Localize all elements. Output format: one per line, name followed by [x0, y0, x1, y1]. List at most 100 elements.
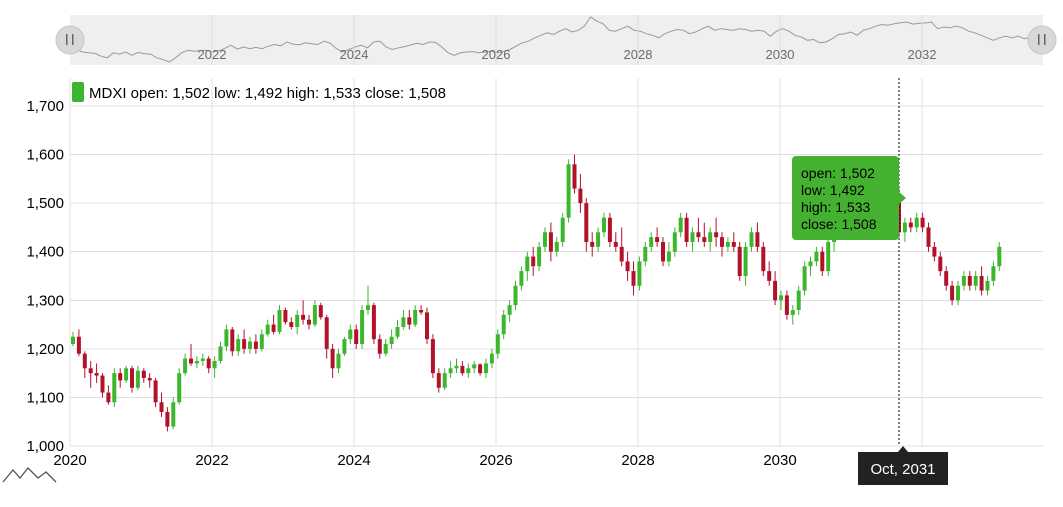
- candle[interactable]: [950, 280, 955, 306]
- candle[interactable]: [489, 348, 494, 369]
- candle[interactable]: [814, 246, 819, 267]
- candle[interactable]: [307, 314, 311, 330]
- candle[interactable]: [985, 276, 990, 296]
- candle[interactable]: [560, 212, 565, 247]
- candle[interactable]: [678, 212, 683, 238]
- candle[interactable]: [655, 227, 660, 247]
- candle[interactable]: [956, 280, 960, 306]
- candle[interactable]: [265, 319, 270, 337]
- candle[interactable]: [82, 351, 87, 378]
- candle[interactable]: [348, 324, 353, 344]
- candle[interactable]: [637, 256, 642, 291]
- candle[interactable]: [761, 242, 766, 276]
- candle[interactable]: [413, 305, 418, 327]
- candle[interactable]: [436, 368, 441, 393]
- candle[interactable]: [932, 242, 937, 262]
- candle[interactable]: [519, 266, 524, 291]
- candle[interactable]: [130, 365, 134, 393]
- candle[interactable]: [342, 336, 347, 357]
- candle[interactable]: [360, 305, 365, 349]
- candle[interactable]: [725, 237, 730, 252]
- candle[interactable]: [419, 305, 424, 315]
- candle[interactable]: [165, 407, 170, 432]
- candle[interactable]: [902, 217, 907, 242]
- candle[interactable]: [613, 232, 618, 252]
- candle[interactable]: [702, 222, 707, 247]
- candle[interactable]: [961, 271, 966, 291]
- candle[interactable]: [100, 373, 105, 398]
- legend[interactable]: MDXI open: 1,502 low: 1,492 high: 1,533 …: [72, 82, 446, 102]
- candle[interactable]: [377, 334, 382, 359]
- candle[interactable]: [389, 329, 394, 349]
- candle[interactable]: [242, 329, 247, 354]
- candle[interactable]: [790, 305, 795, 325]
- candle[interactable]: [171, 397, 176, 429]
- candle[interactable]: [236, 334, 241, 357]
- candle[interactable]: [590, 232, 595, 257]
- candle[interactable]: [543, 227, 547, 252]
- candle[interactable]: [407, 310, 412, 330]
- candle[interactable]: [808, 256, 813, 276]
- candle[interactable]: [920, 212, 925, 233]
- candle[interactable]: [430, 334, 435, 378]
- candle[interactable]: [796, 285, 801, 315]
- candle[interactable]: [602, 212, 606, 238]
- candle[interactable]: [554, 237, 559, 257]
- candle[interactable]: [649, 232, 654, 252]
- candle[interactable]: [643, 242, 648, 267]
- candle[interactable]: [466, 363, 471, 378]
- candle[interactable]: [767, 261, 772, 286]
- candle[interactable]: [501, 310, 506, 340]
- candle[interactable]: [277, 305, 282, 335]
- candle[interactable]: [696, 217, 701, 242]
- candle[interactable]: [354, 324, 359, 349]
- candle[interactable]: [737, 242, 742, 281]
- candle[interactable]: [991, 261, 996, 286]
- candle[interactable]: [548, 222, 553, 262]
- candle[interactable]: [147, 373, 152, 388]
- candle[interactable]: [301, 300, 306, 325]
- candle[interactable]: [88, 361, 93, 388]
- scrollbar-track[interactable]: [70, 15, 1043, 65]
- candle[interactable]: [318, 302, 323, 320]
- candle[interactable]: [619, 227, 624, 267]
- candle[interactable]: [714, 217, 719, 247]
- candle[interactable]: [289, 317, 294, 330]
- scrollbar-left-grip-circle[interactable]: [55, 25, 85, 55]
- candle[interactable]: [206, 356, 211, 374]
- candle[interactable]: [224, 324, 229, 352]
- candle[interactable]: [395, 319, 400, 340]
- candle[interactable]: [944, 266, 949, 291]
- candle[interactable]: [566, 159, 571, 223]
- candle[interactable]: [802, 261, 807, 296]
- candle[interactable]: [507, 300, 512, 323]
- scrollbar-left-grip[interactable]: [55, 25, 85, 55]
- scrollbar-right-grip-circle[interactable]: [1027, 25, 1057, 55]
- candle[interactable]: [537, 242, 542, 272]
- candle[interactable]: [330, 344, 335, 378]
- candle[interactable]: [76, 329, 81, 357]
- candle[interactable]: [71, 331, 75, 347]
- candle[interactable]: [690, 227, 695, 252]
- candle[interactable]: [578, 174, 583, 213]
- candle[interactable]: [755, 222, 760, 252]
- candle[interactable]: [484, 358, 488, 378]
- candle[interactable]: [248, 336, 252, 354]
- candle[interactable]: [371, 302, 376, 344]
- candle[interactable]: [973, 271, 978, 291]
- candle[interactable]: [218, 341, 223, 364]
- candle[interactable]: [442, 368, 447, 391]
- candle[interactable]: [967, 271, 972, 291]
- scrollbar-right-grip[interactable]: [1027, 25, 1057, 55]
- candle[interactable]: [153, 378, 158, 408]
- candle[interactable]: [141, 368, 146, 383]
- candle[interactable]: [312, 300, 317, 327]
- candle[interactable]: [460, 361, 465, 376]
- candle[interactable]: [283, 307, 288, 325]
- candle-series[interactable]: [71, 154, 1002, 432]
- candle[interactable]: [513, 280, 518, 310]
- candle[interactable]: [743, 242, 748, 286]
- candle[interactable]: [684, 212, 689, 247]
- candle[interactable]: [820, 246, 825, 276]
- candle[interactable]: [454, 358, 459, 374]
